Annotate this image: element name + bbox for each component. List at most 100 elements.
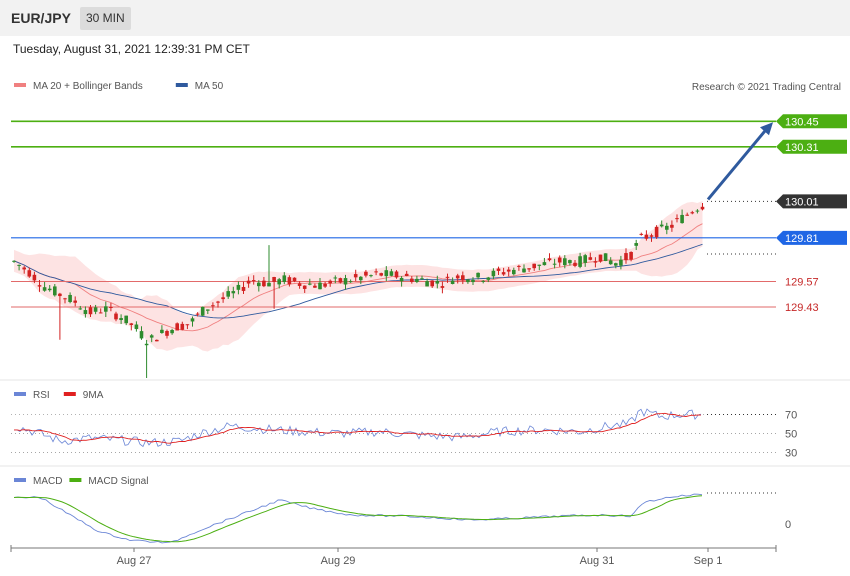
candle (552, 258, 557, 269)
candle (415, 275, 419, 284)
candle (338, 277, 343, 284)
candle (512, 267, 516, 276)
candle (226, 286, 230, 299)
candle (568, 259, 572, 266)
candle (287, 275, 292, 287)
candle (410, 275, 414, 284)
candle (190, 316, 195, 327)
candle (404, 270, 409, 277)
candle (32, 271, 37, 284)
candle (435, 275, 440, 289)
candle (506, 267, 511, 277)
candle (262, 276, 266, 288)
candle (425, 278, 429, 287)
candle (63, 297, 67, 304)
candle (124, 315, 128, 326)
candle (246, 276, 251, 288)
candle (619, 255, 623, 270)
candle (165, 329, 169, 339)
candle (461, 271, 465, 285)
support-label: 129.43 (785, 302, 819, 314)
candle (139, 326, 144, 340)
candle (272, 276, 276, 309)
candle (491, 268, 496, 280)
candle (236, 281, 241, 295)
candle (522, 264, 526, 273)
candle (593, 257, 598, 268)
candle (144, 339, 149, 378)
macd-line (13, 493, 703, 544)
candle (547, 253, 552, 262)
candle (53, 283, 57, 297)
candle (496, 266, 501, 275)
candle (170, 328, 174, 335)
candle (282, 272, 287, 285)
candle (624, 248, 628, 264)
candle (267, 245, 271, 287)
candle (78, 305, 83, 310)
resistance-tag: 130.45 (776, 114, 847, 129)
candle (93, 304, 98, 315)
candle (639, 232, 644, 236)
candle (88, 304, 93, 317)
candle (216, 300, 220, 308)
candle (384, 266, 389, 282)
candle (308, 278, 312, 286)
candle (450, 277, 455, 285)
candle (644, 230, 649, 241)
candle (665, 222, 669, 235)
candle (160, 325, 164, 334)
candle (517, 264, 521, 271)
candle (231, 286, 236, 299)
candle (379, 272, 383, 277)
x-tick-label: Aug 27 (117, 555, 152, 567)
candle (292, 277, 297, 283)
candle (149, 334, 154, 343)
candle (680, 209, 684, 224)
candle (670, 220, 674, 232)
candle (68, 292, 72, 304)
svg-text:130.45: 130.45 (785, 116, 819, 128)
pivot-tag: 129.81 (776, 230, 847, 245)
candle (430, 280, 434, 288)
candle (359, 276, 363, 285)
timeframe-button[interactable]: 30 MIN (80, 7, 131, 30)
x-tick-label: Aug 29 (321, 555, 356, 567)
rsi-legend-label: 9MA (83, 390, 104, 401)
svg-text:129.81: 129.81 (785, 233, 819, 245)
candle (440, 281, 445, 294)
copyright-text: Research © 2021 Trading Central (692, 82, 841, 93)
candle (466, 278, 470, 284)
candle (353, 269, 358, 282)
candle (119, 314, 123, 325)
candle (211, 302, 215, 311)
target-arrowhead (760, 122, 773, 136)
candle (98, 308, 103, 314)
candle (302, 285, 307, 293)
rsi-legend-label: RSI (33, 390, 50, 401)
price-legend-swatch (14, 83, 26, 87)
candle (573, 259, 577, 268)
candle (695, 209, 700, 214)
candle (542, 257, 547, 266)
ma20-line (13, 223, 703, 332)
candle (486, 276, 491, 283)
candle (134, 321, 139, 332)
rsi-tick-label: 70 (785, 409, 797, 421)
candle (532, 263, 536, 271)
candle (445, 273, 450, 283)
candle (614, 262, 618, 269)
candle (318, 278, 322, 290)
candle (323, 281, 327, 288)
candle (537, 264, 542, 271)
price-legend-label: MA 20 + Bollinger Bands (33, 81, 143, 92)
candle (394, 270, 399, 279)
candle (83, 306, 88, 318)
candle (348, 279, 353, 283)
candle (343, 274, 348, 290)
symbol-label: EUR/JPY (11, 10, 71, 26)
candle (634, 239, 638, 251)
rsi-ma-line (14, 412, 702, 444)
support-label: 129.57 (785, 277, 819, 289)
